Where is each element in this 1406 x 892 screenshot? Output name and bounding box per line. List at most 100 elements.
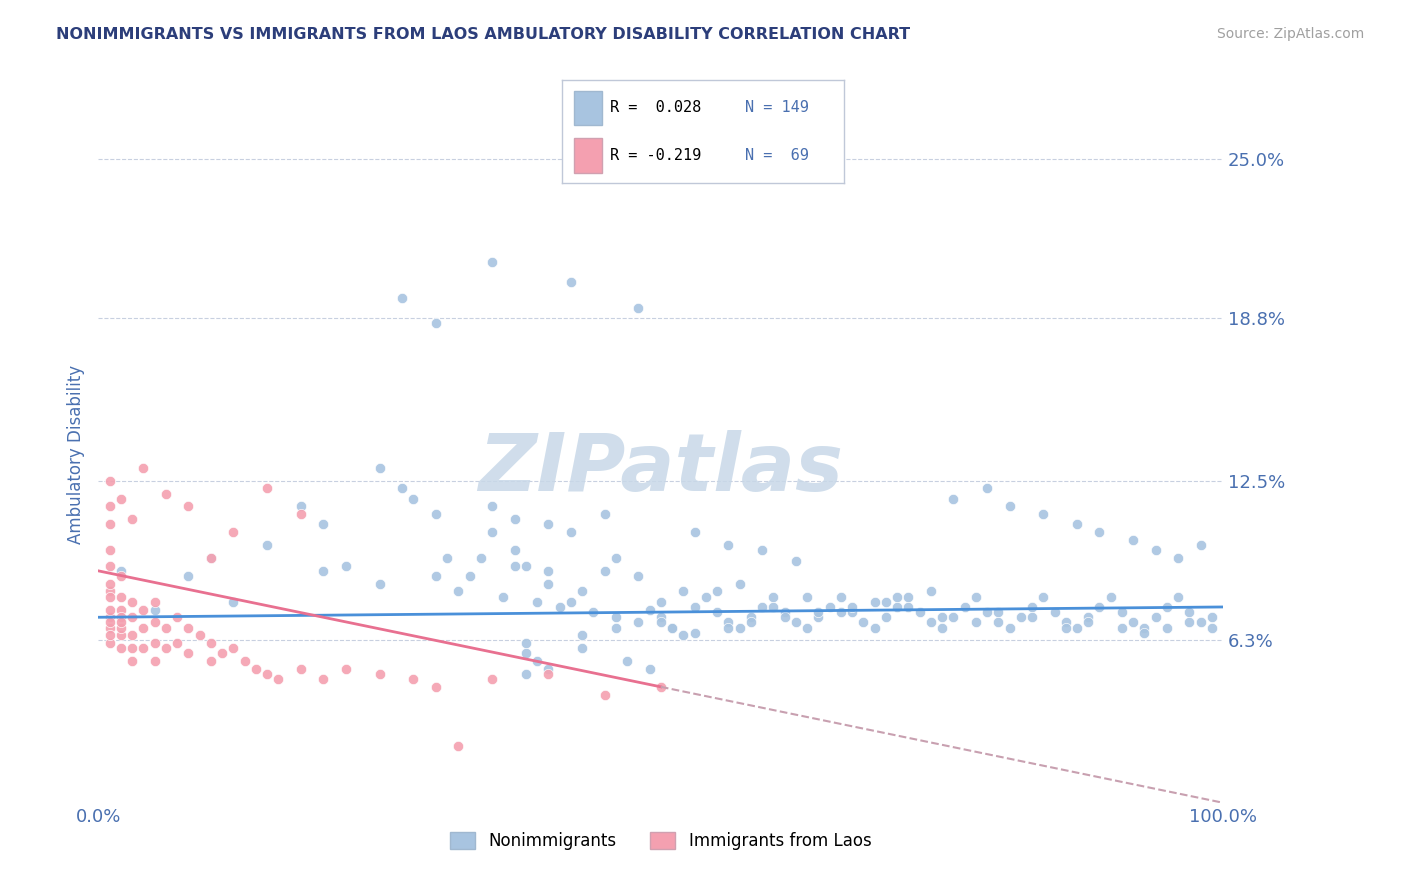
Point — [976, 605, 998, 619]
Point — [143, 654, 166, 668]
Legend: Nonimmigrants, Immigrants from Laos: Nonimmigrants, Immigrants from Laos — [444, 826, 877, 857]
Point — [796, 590, 818, 604]
Point — [425, 317, 447, 331]
Point — [492, 590, 515, 604]
Point — [256, 667, 278, 681]
Point — [1144, 610, 1167, 624]
Point — [222, 641, 245, 656]
Point — [605, 610, 627, 624]
Point — [942, 491, 965, 506]
Point — [987, 615, 1010, 630]
Point — [1021, 610, 1043, 624]
Point — [98, 628, 121, 642]
Point — [908, 605, 931, 619]
Point — [503, 512, 526, 526]
Point — [98, 558, 121, 573]
Point — [335, 662, 357, 676]
Point — [155, 486, 177, 500]
Point — [863, 595, 886, 609]
Point — [886, 599, 908, 614]
Y-axis label: Ambulatory Disability: Ambulatory Disability — [66, 366, 84, 544]
Point — [1156, 599, 1178, 614]
Point — [897, 590, 920, 604]
Point — [605, 621, 627, 635]
Point — [627, 569, 650, 583]
Point — [447, 739, 470, 753]
Point — [368, 667, 391, 681]
Point — [121, 610, 143, 624]
Point — [740, 610, 762, 624]
Point — [1054, 615, 1077, 630]
Point — [391, 482, 413, 496]
Point — [897, 599, 920, 614]
Point — [1201, 621, 1223, 635]
Point — [931, 610, 953, 624]
Point — [965, 590, 987, 604]
Point — [762, 590, 785, 604]
Point — [773, 610, 796, 624]
Point — [987, 605, 1010, 619]
Point — [200, 636, 222, 650]
Point — [886, 590, 908, 604]
Point — [841, 599, 863, 614]
Point — [110, 615, 132, 630]
Point — [312, 564, 335, 578]
Point — [166, 636, 188, 650]
Point — [537, 662, 560, 676]
Point — [368, 460, 391, 475]
Point — [143, 602, 166, 616]
Point — [706, 605, 728, 619]
Point — [965, 615, 987, 630]
Point — [98, 543, 121, 558]
Point — [650, 615, 672, 630]
Point — [1167, 590, 1189, 604]
Point — [177, 646, 200, 660]
Point — [728, 576, 751, 591]
Point — [548, 599, 571, 614]
Point — [222, 595, 245, 609]
Point — [98, 602, 121, 616]
Point — [526, 654, 548, 668]
Point — [368, 576, 391, 591]
Point — [560, 525, 582, 540]
Point — [143, 636, 166, 650]
Point — [1043, 605, 1066, 619]
Point — [98, 610, 121, 624]
Point — [155, 621, 177, 635]
Point — [481, 525, 503, 540]
Point — [1156, 621, 1178, 635]
Point — [638, 662, 661, 676]
Point — [740, 615, 762, 630]
Point — [425, 569, 447, 583]
Point — [110, 590, 132, 604]
Point — [560, 595, 582, 609]
Point — [616, 654, 638, 668]
Point — [1189, 615, 1212, 630]
Point — [1122, 533, 1144, 547]
Point — [1077, 615, 1099, 630]
Point — [863, 621, 886, 635]
Point — [1099, 590, 1122, 604]
Point — [1010, 610, 1032, 624]
Point — [1066, 621, 1088, 635]
Point — [560, 275, 582, 289]
Point — [672, 628, 695, 642]
Point — [1133, 625, 1156, 640]
Point — [571, 641, 593, 656]
Point — [875, 610, 897, 624]
Point — [515, 558, 537, 573]
Point — [177, 621, 200, 635]
FancyBboxPatch shape — [574, 91, 602, 126]
Point — [121, 628, 143, 642]
Point — [785, 553, 807, 567]
Point — [177, 569, 200, 583]
Point — [605, 551, 627, 566]
Point — [818, 599, 841, 614]
Point — [290, 662, 312, 676]
Point — [661, 621, 683, 635]
Point — [998, 500, 1021, 514]
Point — [155, 641, 177, 656]
Point — [200, 551, 222, 566]
Point — [436, 551, 458, 566]
Point — [830, 590, 852, 604]
